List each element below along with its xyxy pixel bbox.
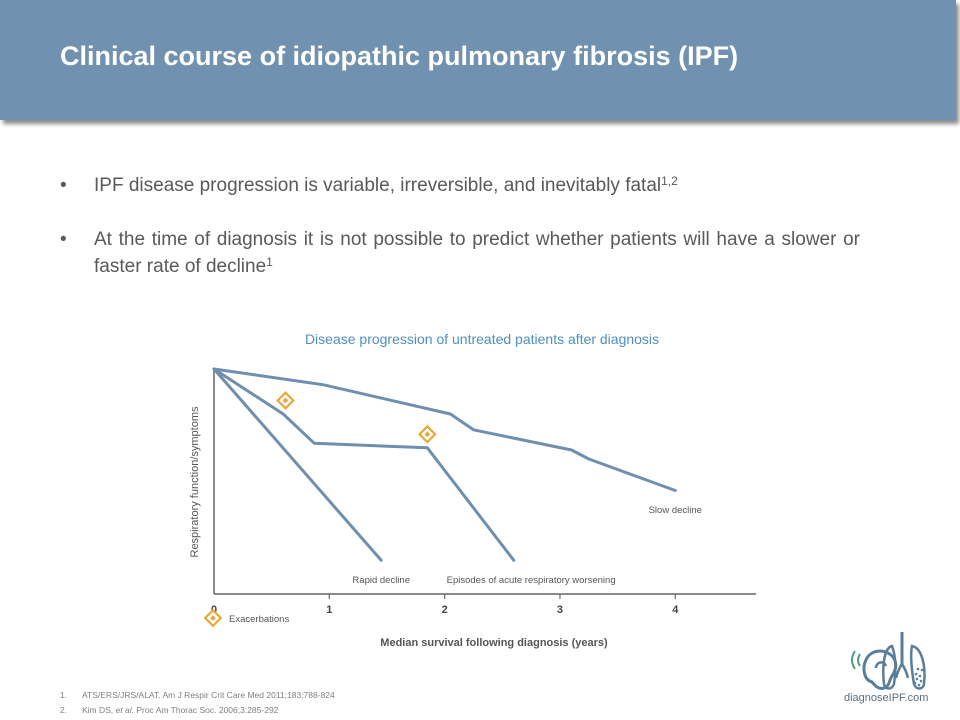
reference-text: Proc Am Thorac Soc. 2006;3:285-292	[133, 705, 279, 715]
ear-lung-icon	[851, 632, 926, 690]
bullet-item: At the time of diagnosis it is not possi…	[60, 226, 860, 280]
reference-number: 2.	[60, 705, 68, 715]
bullet-item: IPF disease progression is variable, irr…	[60, 172, 860, 199]
x-tick-label: 2	[442, 604, 448, 616]
series-line	[212, 367, 677, 492]
references: 1. ATS/ERS/JRS/ALAT. Am J Respir Crit Car…	[60, 688, 335, 718]
reference-text-italic: et al.	[115, 705, 134, 715]
bullet-text: IPF disease progression is variable, irr…	[94, 175, 662, 196]
page-title: Clinical course of idiopathic pulmonary …	[60, 41, 739, 71]
reference-item: 1. ATS/ERS/JRS/ALAT. Am J Respir Crit Car…	[60, 688, 335, 703]
series-line	[212, 367, 383, 562]
x-tick-label: 1	[326, 604, 332, 616]
reference-item: 2. Kim DS, et al. Proc Am Thorac Soc. 200…	[60, 703, 335, 718]
bullet-citation: 1	[266, 255, 273, 269]
exacerbation-marker-center	[424, 431, 431, 438]
reference-number: 1.	[60, 690, 68, 700]
bullet-citation: 1,2	[661, 174, 678, 188]
y-axis-label: Respiratory function/symptoms	[189, 406, 201, 557]
series-label: Rapid decline	[352, 575, 410, 586]
legend-marker-center	[210, 615, 216, 621]
series-label: Episodes of acute respiratory worsening	[447, 575, 616, 586]
reference-text: ATS/ERS/JRS/ALAT. Am J Respir Crit Care …	[82, 690, 335, 700]
series-label: Slow decline	[649, 505, 702, 516]
exacerbation-marker-center	[282, 397, 289, 404]
title-bar: Clinical course of idiopathic pulmonary …	[0, 0, 956, 120]
chart-title: Disease progression of untreated patient…	[305, 331, 659, 347]
series-line	[212, 367, 516, 562]
x-tick-label: 3	[557, 604, 563, 616]
x-tick-label: 4	[672, 604, 679, 616]
bullet-list: IPF disease progression is variable, irr…	[60, 172, 860, 307]
x-axis-label: Median survival following diagnosis (yea…	[380, 637, 608, 649]
logo-text: diagnoseIPF.com	[844, 692, 929, 704]
legend-label: Exacerbations	[229, 614, 289, 625]
bullet-text: At the time of diagnosis it is not possi…	[94, 229, 860, 277]
reference-text: Kim DS,	[82, 705, 116, 715]
